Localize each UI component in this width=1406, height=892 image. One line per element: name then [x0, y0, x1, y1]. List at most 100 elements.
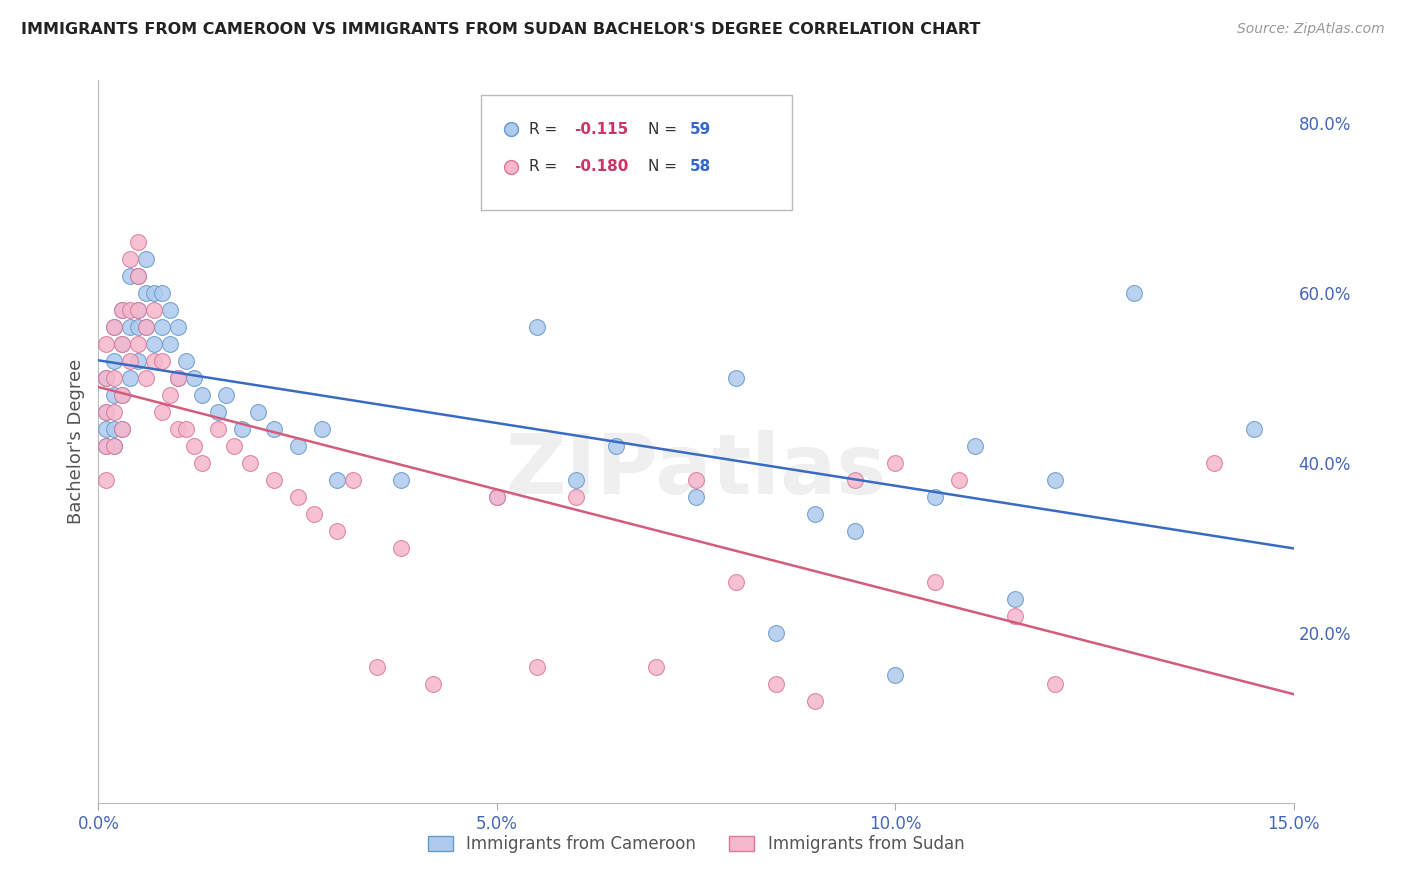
Point [120, 252, 142, 266]
Point [96, 405, 118, 419]
Point [389, 473, 412, 487]
Point [645, 660, 668, 674]
Point [565, 473, 588, 487]
Point [103, 388, 125, 402]
Point [207, 405, 229, 419]
Point [174, 353, 197, 368]
Point [159, 336, 181, 351]
Point [150, 285, 173, 300]
Point [111, 336, 134, 351]
Point [231, 422, 253, 436]
Point [326, 473, 349, 487]
Point [724, 574, 747, 589]
Point [143, 336, 166, 351]
Point [135, 252, 157, 266]
Point [111, 302, 134, 317]
Point [120, 302, 142, 317]
Text: -0.115: -0.115 [574, 122, 628, 136]
Point [191, 456, 214, 470]
Point [239, 456, 262, 470]
Point [120, 319, 142, 334]
Point [724, 371, 747, 385]
Point [1043, 473, 1066, 487]
Point [222, 439, 245, 453]
Point [103, 439, 125, 453]
Point [804, 507, 827, 521]
Point [135, 319, 157, 334]
Point [326, 524, 349, 538]
FancyBboxPatch shape [481, 95, 792, 211]
Point [127, 235, 149, 249]
Point [287, 490, 309, 504]
Point [103, 319, 125, 334]
Point [287, 439, 309, 453]
Point [127, 268, 149, 283]
Point [111, 302, 134, 317]
Point [342, 473, 364, 487]
Point [167, 319, 190, 334]
Point [127, 319, 149, 334]
Point [96, 439, 118, 453]
Point [111, 336, 134, 351]
Point [884, 668, 907, 682]
Point [143, 302, 166, 317]
Point [111, 388, 134, 402]
Point [127, 353, 149, 368]
Point [127, 302, 149, 317]
Text: IMMIGRANTS FROM CAMEROON VS IMMIGRANTS FROM SUDAN BACHELOR'S DEGREE CORRELATION : IMMIGRANTS FROM CAMEROON VS IMMIGRANTS F… [21, 22, 980, 37]
Point [120, 371, 142, 385]
Point [526, 660, 548, 674]
Point [422, 677, 444, 691]
Point [111, 422, 134, 436]
Point [103, 405, 125, 419]
Point [174, 422, 197, 436]
Legend: Immigrants from Cameroon, Immigrants from Sudan: Immigrants from Cameroon, Immigrants fro… [420, 828, 972, 860]
Point [263, 473, 285, 487]
Text: 59: 59 [690, 122, 711, 136]
Point [96, 405, 118, 419]
Point [844, 524, 866, 538]
Point [111, 422, 134, 436]
Point [963, 439, 986, 453]
Point [96, 473, 118, 487]
Point [191, 388, 214, 402]
Text: R =: R = [529, 122, 562, 136]
Point [120, 353, 142, 368]
Point [215, 388, 238, 402]
Text: -0.180: -0.180 [574, 160, 628, 175]
Point [103, 371, 125, 385]
Point [103, 319, 125, 334]
Point [127, 302, 149, 317]
Point [167, 422, 190, 436]
Point [804, 694, 827, 708]
Point [120, 268, 142, 283]
Point [183, 371, 205, 385]
Point [844, 473, 866, 487]
Text: R =: R = [529, 160, 562, 175]
Point [884, 456, 907, 470]
Point [127, 268, 149, 283]
Point [1243, 422, 1265, 436]
Point [96, 422, 118, 436]
Point [143, 353, 166, 368]
Point [1123, 285, 1146, 300]
Text: 58: 58 [690, 160, 711, 175]
Point [389, 541, 412, 555]
Point [948, 473, 970, 487]
Point [183, 439, 205, 453]
Y-axis label: Bachelor's Degree: Bachelor's Degree [66, 359, 84, 524]
Point [1202, 456, 1225, 470]
Point [167, 371, 190, 385]
Point [263, 422, 285, 436]
Point [96, 336, 118, 351]
Point [111, 388, 134, 402]
Point [485, 490, 508, 504]
Point [924, 490, 946, 504]
Point [765, 677, 787, 691]
Point [103, 353, 125, 368]
Point [127, 336, 149, 351]
Point [135, 319, 157, 334]
Point [96, 371, 118, 385]
Text: Source: ZipAtlas.com: Source: ZipAtlas.com [1237, 22, 1385, 37]
Point [96, 439, 118, 453]
